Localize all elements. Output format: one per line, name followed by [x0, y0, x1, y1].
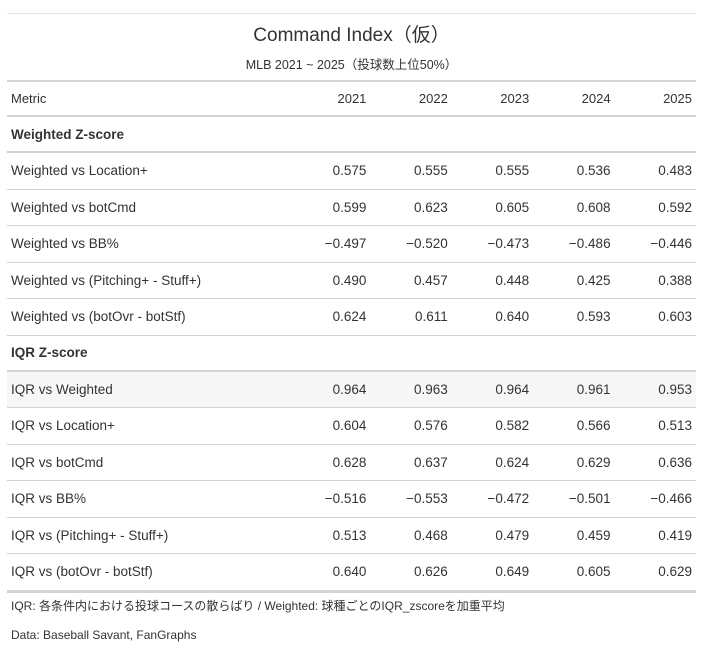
value-cell: 0.448	[451, 262, 534, 299]
header-row: Metric 2021 2022 2023 2024 2025	[7, 82, 696, 117]
value-cell: 0.629	[533, 444, 615, 481]
value-cell: 0.593	[533, 298, 615, 336]
value-cell: 0.605	[533, 553, 615, 591]
value-cell: −0.520	[370, 225, 452, 263]
value-cell: −0.497	[289, 225, 371, 263]
value-cell: 0.637	[370, 444, 452, 481]
value-cell: 0.419	[614, 517, 696, 554]
value-cell: 0.425	[533, 262, 615, 299]
value-cell: 0.964	[289, 370, 371, 408]
value-cell: 0.608	[533, 189, 615, 226]
group-label: Weighted Z-score	[7, 116, 696, 153]
value-cell: 0.629	[614, 553, 696, 591]
footnote-iqr: IQR: 各条件内における投球コースの散らばり / Weighted: 球種ごと…	[11, 598, 505, 613]
footnote-source: Data: Baseball Savant, FanGraphs	[11, 627, 197, 642]
value-cell: 0.483	[614, 152, 696, 190]
column-header-year: 2025	[614, 82, 696, 117]
value-cell: 0.555	[370, 152, 452, 190]
table-row: IQR vs (Pitching+ - Stuff+) 0.513 0.468 …	[7, 517, 696, 554]
command-index-table: Metric 2021 2022 2023 2024 2025 Weighted…	[7, 82, 696, 591]
table-row: IQR vs Location+ 0.604 0.576 0.582 0.566…	[7, 407, 696, 445]
value-cell: 0.599	[289, 189, 371, 226]
value-cell: 0.626	[370, 553, 452, 591]
metric-cell: Weighted vs botCmd	[7, 189, 290, 226]
metric-cell: Weighted vs (botOvr - botStf)	[7, 298, 290, 336]
metric-cell: IQR vs Weighted	[7, 370, 290, 408]
value-cell: 0.582	[451, 407, 534, 445]
value-cell: 0.566	[533, 407, 615, 445]
value-cell: 0.576	[370, 407, 452, 445]
metric-cell: IQR vs BB%	[7, 480, 290, 518]
value-cell: 0.605	[451, 189, 534, 226]
column-header-year: 2024	[533, 82, 615, 117]
value-cell: 0.388	[614, 262, 696, 299]
value-cell: 0.513	[614, 407, 696, 445]
metric-cell: Weighted vs Location+	[7, 152, 290, 190]
table-row: IQR vs BB% −0.516 −0.553 −0.472 −0.501 −…	[7, 480, 696, 518]
column-header-metric: Metric	[7, 82, 290, 117]
value-cell: 0.624	[289, 298, 371, 336]
table-row: Weighted vs BB% −0.497 −0.520 −0.473 −0.…	[7, 225, 696, 263]
table-figure: Command Index（仮） MLB 2021 ~ 2025（投球数上位50…	[7, 13, 696, 653]
value-cell: −0.501	[533, 480, 615, 518]
table-footnotes: IQR: 各条件内における投球コースの散らばり / Weighted: 球種ごと…	[7, 590, 696, 647]
value-cell: 0.964	[451, 370, 534, 408]
table-row: IQR vs botCmd 0.628 0.637 0.624 0.629 0.…	[7, 444, 696, 481]
value-cell: 0.603	[614, 298, 696, 336]
column-header-year: 2023	[451, 82, 534, 117]
value-cell: 0.457	[370, 262, 452, 299]
value-cell: 0.640	[289, 553, 371, 591]
value-cell: 0.513	[289, 517, 371, 554]
value-cell: 0.479	[451, 517, 534, 554]
value-cell: 0.604	[289, 407, 371, 445]
metric-cell: IQR vs (Pitching+ - Stuff+)	[7, 517, 290, 554]
value-cell: −0.553	[370, 480, 452, 518]
value-cell: −0.516	[289, 480, 371, 518]
value-cell: 0.649	[451, 553, 534, 591]
column-header-year: 2022	[370, 82, 452, 117]
value-cell: 0.628	[289, 444, 371, 481]
value-cell: 0.963	[370, 370, 452, 408]
table-title: Command Index（仮）	[7, 13, 696, 54]
value-cell: −0.486	[533, 225, 615, 263]
table-row: Weighted vs botCmd 0.599 0.623 0.605 0.6…	[7, 189, 696, 226]
metric-cell: IQR vs (botOvr - botStf)	[7, 553, 290, 591]
value-cell: 0.536	[533, 152, 615, 190]
value-cell: 0.459	[533, 517, 615, 554]
table-row: IQR vs Weighted 0.964 0.963 0.964 0.961 …	[7, 370, 696, 408]
table-subtitle: MLB 2021 ~ 2025（投球数上位50%）	[7, 54, 696, 82]
group-header-row: IQR Z-score	[7, 335, 696, 372]
metric-cell: Weighted vs BB%	[7, 225, 290, 263]
value-cell: −0.473	[451, 225, 534, 263]
value-cell: 0.961	[533, 370, 615, 408]
value-cell: 0.953	[614, 370, 696, 408]
value-cell: 0.490	[289, 262, 371, 299]
value-cell: 0.636	[614, 444, 696, 481]
value-cell: 0.468	[370, 517, 452, 554]
value-cell: 0.624	[451, 444, 534, 481]
value-cell: 0.640	[451, 298, 534, 336]
value-cell: 0.592	[614, 189, 696, 226]
metric-cell: IQR vs Location+	[7, 407, 290, 445]
table-row: Weighted vs (Pitching+ - Stuff+) 0.490 0…	[7, 262, 696, 299]
value-cell: 0.623	[370, 189, 452, 226]
table-row: Weighted vs Location+ 0.575 0.555 0.555 …	[7, 152, 696, 190]
table-row: Weighted vs (botOvr - botStf) 0.624 0.61…	[7, 298, 696, 336]
value-cell: −0.472	[451, 480, 534, 518]
value-cell: 0.611	[370, 298, 452, 336]
column-header-year: 2021	[289, 82, 371, 117]
group-label: IQR Z-score	[7, 335, 696, 372]
metric-cell: IQR vs botCmd	[7, 444, 290, 481]
metric-cell: Weighted vs (Pitching+ - Stuff+)	[7, 262, 290, 299]
value-cell: −0.446	[614, 225, 696, 263]
group-header-row: Weighted Z-score	[7, 116, 696, 153]
value-cell: 0.575	[289, 152, 371, 190]
value-cell: −0.466	[614, 480, 696, 518]
value-cell: 0.555	[451, 152, 534, 190]
table-row: IQR vs (botOvr - botStf) 0.640 0.626 0.6…	[7, 553, 696, 591]
